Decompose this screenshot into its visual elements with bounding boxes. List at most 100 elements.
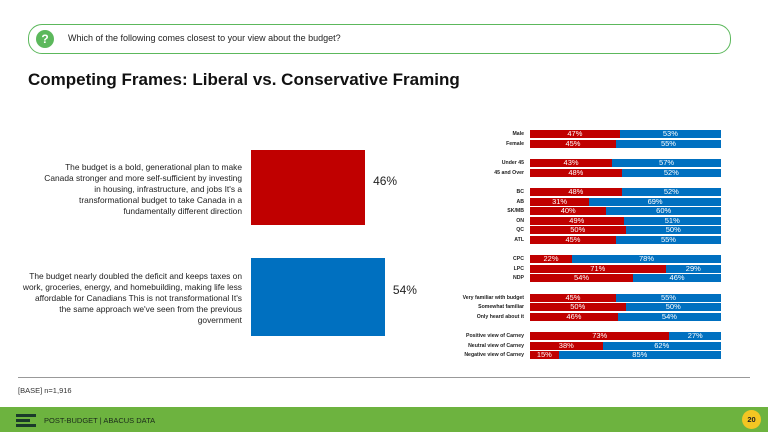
bar-segment (615, 293, 721, 302)
value-label: 40% (560, 206, 576, 215)
bar-segment (530, 332, 670, 340)
value-label: 45% (565, 234, 581, 244)
row-label: AB (516, 198, 525, 205)
row-label: Neutral view of Carney (468, 342, 524, 349)
value-label: 55% (660, 138, 676, 148)
bar-segment (615, 235, 721, 244)
bar-segment (530, 130, 620, 138)
page-number: 20 (742, 410, 761, 429)
value-label: 15% (536, 350, 552, 359)
question-icon: ? (36, 30, 54, 48)
value-label: 51% (664, 215, 680, 225)
value-label: 27% (687, 331, 703, 340)
bar-segment (625, 303, 721, 311)
row-label: Very familiar with budget (462, 294, 524, 301)
value-label: 73% (592, 331, 608, 340)
bar-segment (572, 255, 721, 263)
value-label: 31% (552, 196, 568, 206)
value-label: 71% (590, 263, 606, 273)
bar-segment (612, 159, 721, 167)
value-label: 50% (570, 225, 586, 234)
bar (251, 150, 366, 225)
row-label: Positive view of Carney (466, 333, 524, 339)
bar-segment (617, 312, 721, 321)
base: [BASE] n=1,916 (18, 386, 72, 395)
value-label: 50% (665, 302, 681, 311)
bar-segment (530, 197, 590, 206)
statement: The budget is a bold, generational plan … (44, 161, 242, 216)
row-label: CPC (513, 256, 524, 262)
row-label: ON (516, 217, 524, 224)
bar-segment (530, 235, 616, 244)
value-label: 29% (685, 263, 701, 273)
bar-segment (530, 293, 616, 302)
divider (18, 377, 750, 378)
bar-segment (619, 130, 721, 138)
row-label: Negative view of Carney (464, 352, 524, 358)
value-label: 54% (661, 311, 677, 321)
bar-segment (530, 341, 603, 350)
logo (16, 414, 36, 427)
bar-segment (621, 168, 721, 177)
value-label: 43% (563, 158, 579, 167)
value-label: 47% (567, 129, 583, 138)
value-label: 60% (656, 206, 672, 215)
row-label: ATL (514, 236, 524, 243)
bar-segment (625, 226, 721, 234)
value-label: 50% (665, 225, 681, 234)
value-label: 52% (663, 167, 679, 177)
value-label: 45% (565, 138, 581, 148)
value-label: 48% (568, 167, 584, 177)
question: Which of the following comes closest to … (68, 33, 341, 43)
value-label: 78% (638, 254, 654, 263)
row-label: 45 and Over (494, 169, 524, 176)
bar-segment (530, 264, 666, 273)
row-label: NDP (513, 275, 524, 281)
bar-segment (530, 255, 573, 263)
bar-segment (621, 188, 721, 196)
value-label: 53% (662, 129, 678, 138)
bar-segment (669, 332, 721, 340)
bar-segment (589, 197, 721, 206)
value-label: 22% (543, 254, 559, 263)
value-label: 85% (632, 350, 648, 359)
bar-segment (530, 159, 613, 167)
row-label: Somewhat familiar (478, 304, 524, 310)
bar-segment (606, 207, 721, 215)
bar-segment (530, 168, 622, 177)
row-label: Male (512, 131, 524, 137)
footer-source: POST-BUDGET | ABACUS DATA (44, 416, 156, 425)
row-label: SK/MB (507, 208, 524, 214)
value-label: 46% (669, 273, 685, 282)
value-label: 62% (654, 340, 670, 350)
value-label: 46% (566, 311, 582, 321)
question-box (28, 24, 731, 54)
value-label: 54% (574, 273, 590, 282)
bar-segment (530, 188, 622, 196)
value-label: 49% (569, 215, 585, 225)
bar-segment (602, 341, 721, 350)
value-label: 38% (558, 340, 574, 350)
row-label: LPC (513, 265, 524, 272)
value-label: 69% (647, 196, 663, 206)
bar-segment (558, 351, 721, 359)
value-label: 57% (659, 158, 675, 167)
bar-segment (633, 274, 721, 282)
value-label: 54% (392, 283, 417, 297)
value-label: 55% (660, 234, 676, 244)
value-label: 50% (570, 302, 586, 311)
value-label: 52% (663, 187, 679, 196)
value-label: 48% (568, 187, 584, 196)
statement: The budget nearly doubled the deficit an… (22, 271, 242, 325)
bar-segment (623, 216, 721, 225)
value-label: 45% (565, 292, 581, 302)
bar-segment (530, 207, 607, 215)
bar-segment (530, 312, 618, 321)
bar-segment (530, 216, 624, 225)
value-label: 55% (660, 292, 676, 302)
value-label: 46% (373, 173, 398, 188)
bar-segment (530, 351, 559, 359)
row-label: Female (506, 140, 524, 147)
bar-segment (530, 274, 634, 282)
bar-segment (665, 264, 721, 273)
